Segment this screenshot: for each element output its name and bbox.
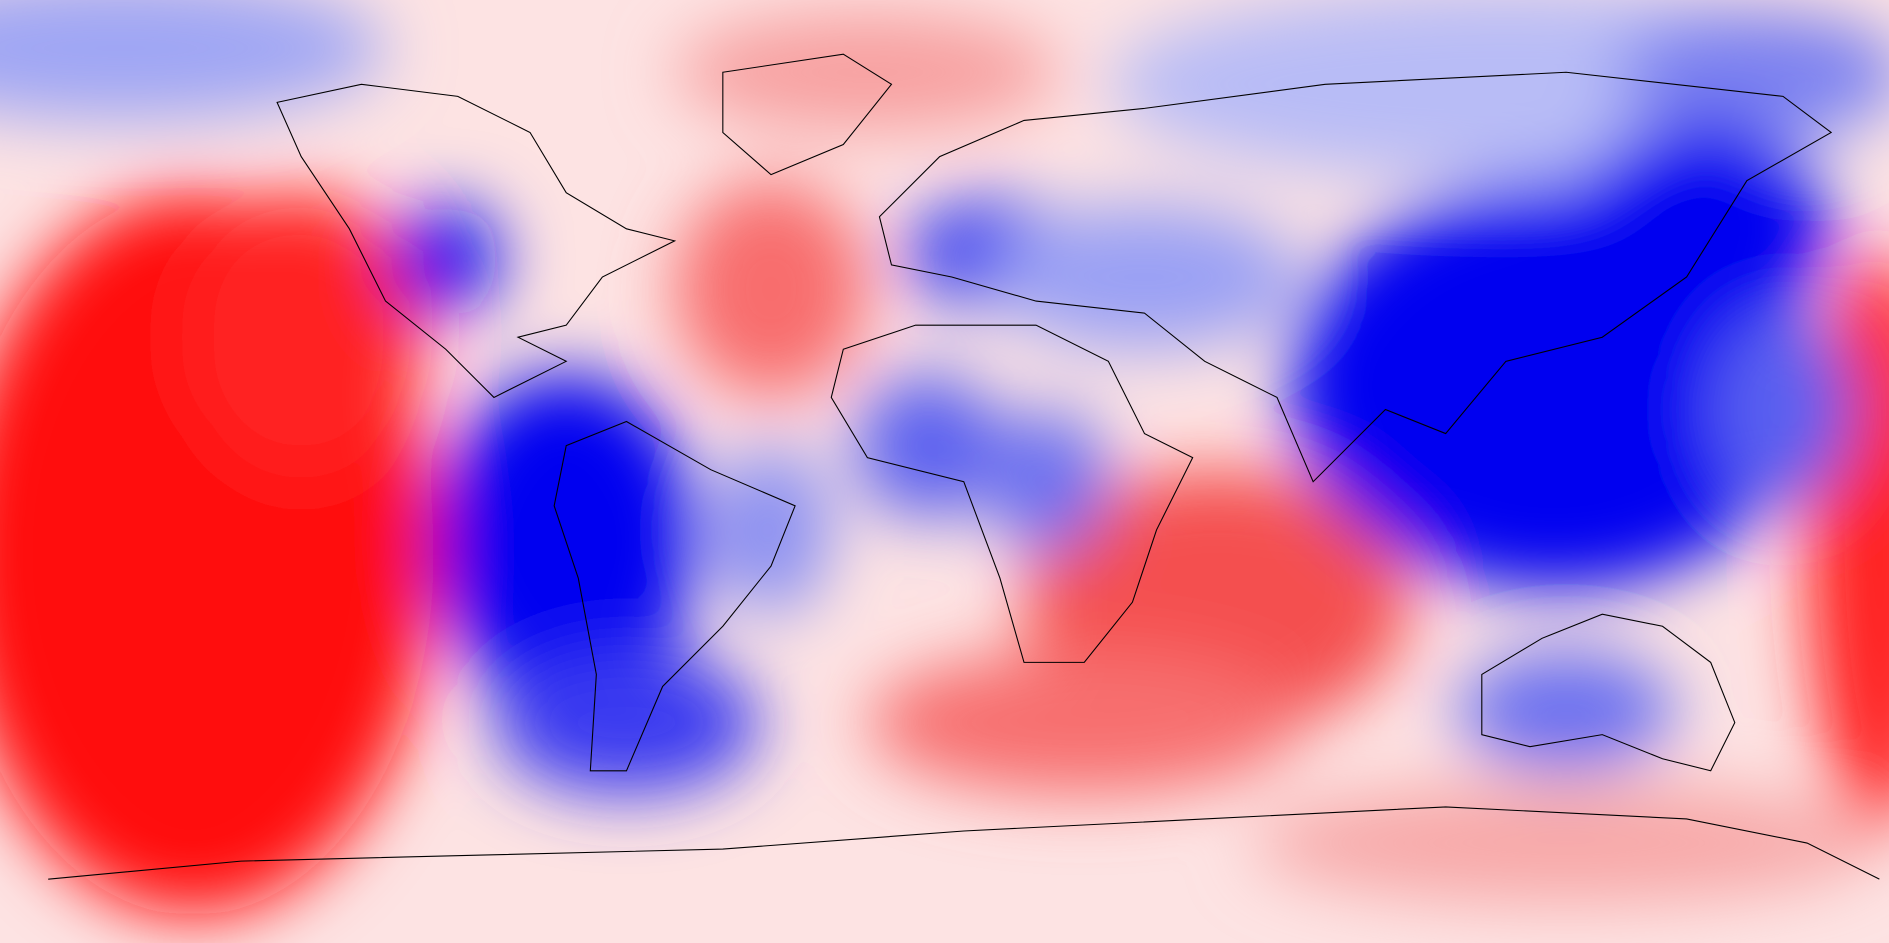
anomaly-blob xyxy=(1252,782,1880,904)
antarctica-outline xyxy=(48,806,1880,880)
anomaly-blob xyxy=(1710,313,1856,506)
anomaly-blob xyxy=(391,204,500,314)
greenland-outline xyxy=(722,53,893,176)
south-america-outline xyxy=(553,420,796,772)
anomaly-field xyxy=(0,0,1889,916)
anomaly-blob xyxy=(180,192,422,482)
anomaly-blob xyxy=(493,650,759,795)
anomaly-blob xyxy=(1614,12,1889,133)
anomaly-blob xyxy=(710,445,832,615)
anomaly-blob xyxy=(855,373,1000,518)
anomaly-blob xyxy=(987,409,1109,554)
australia-outline xyxy=(1481,613,1736,772)
anomaly-blob xyxy=(674,12,1061,133)
north-america-outline xyxy=(276,83,677,399)
anomaly-blob xyxy=(1566,120,1832,338)
anomaly-blob xyxy=(867,650,1302,795)
anomaly-blob xyxy=(1457,650,1675,771)
anomaly-blob xyxy=(674,180,868,398)
coastlines xyxy=(48,53,1880,880)
anomaly-blob xyxy=(987,204,1302,350)
anomaly-blob xyxy=(0,0,386,121)
eurasia-outline xyxy=(878,71,1833,483)
africa-outline xyxy=(830,324,1194,663)
